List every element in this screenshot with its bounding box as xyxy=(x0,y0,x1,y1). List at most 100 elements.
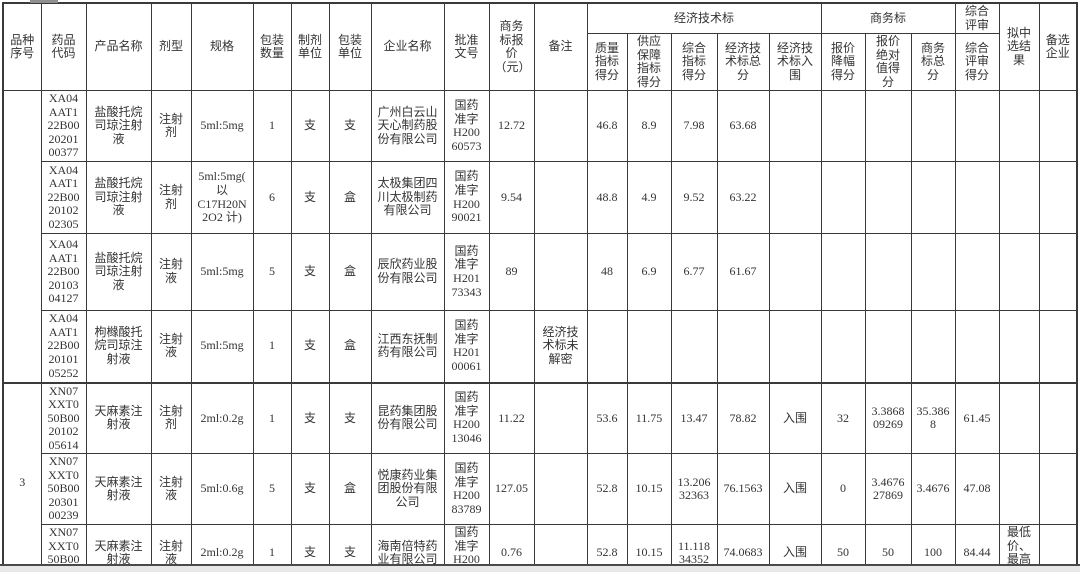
cell-drug-code: XN07 XXT0 50B00 20301 00239 xyxy=(40,453,87,525)
cell-backup-company xyxy=(1038,453,1078,525)
cell-pack-qty: 6 xyxy=(252,161,292,235)
cell-company: 广州白云山天心制药股份有限公司 xyxy=(370,90,445,163)
cell-drug-code: XA04 AAT1 22B00 20201 00377 xyxy=(40,90,87,163)
cell-pack-unit: 盒 xyxy=(328,310,372,384)
cell-pack-unit: 支 xyxy=(328,381,372,455)
cell-quality-score: 52.8 xyxy=(586,453,628,525)
header-composite-score: 综合指标得分 xyxy=(670,33,718,92)
cell-quality-score: 46.8 xyxy=(586,90,628,163)
cell-pack-qty: 5 xyxy=(252,453,292,525)
cell-supply-score: 8.9 xyxy=(626,90,672,163)
cell-econ-tech-total: 63.22 xyxy=(716,161,770,235)
cell-backup-company xyxy=(1038,233,1078,312)
cell-prep-unit: 支 xyxy=(290,90,330,163)
table-row: XN07 XXT0 50B00 20301 00239 天麻素注射液 注射液 5… xyxy=(3,453,1078,525)
cell-spec: 5ml:0.6g xyxy=(190,453,254,525)
header-review-score: 综合评审得分 xyxy=(954,33,1000,92)
header-group-business: 商务标 xyxy=(820,2,956,35)
header-prep-unit: 制剂单位 xyxy=(290,2,330,92)
header-econ-tech-shortlisted: 经济技术标入围 xyxy=(768,33,822,92)
cell-econ-tech-shortlisted xyxy=(768,90,822,163)
cell-price-drop-score xyxy=(820,90,866,163)
cell-approval-no: 国药 准字 H200 59810 xyxy=(443,523,490,572)
cell-drug-code: XN07 XXT0 50B00 20102 05614 xyxy=(40,381,87,455)
cell-review-score: 61.45 xyxy=(954,381,1000,455)
cell-approval-no: 国药 准字 H200 13046 xyxy=(443,381,490,455)
cell-price-drop-score: 32 xyxy=(820,381,866,455)
cell-supply-score: 11.75 xyxy=(626,381,672,455)
cell-pack-unit: 盒 xyxy=(328,453,372,525)
cell-quality-score: 52.8 xyxy=(586,523,628,572)
cell-proposed-result xyxy=(998,233,1040,312)
header-proposed-result: 拟中选结果 xyxy=(998,2,1040,92)
cell-price-drop-score xyxy=(820,233,866,312)
header-quality-score: 质量指标得分 xyxy=(586,33,628,92)
horizontal-scrollbar[interactable] xyxy=(0,564,1080,572)
cell-company: 太极集团四川太极制药有限公司 xyxy=(370,161,445,235)
cell-approval-no: 国药 准字 H201 00061 xyxy=(443,310,490,384)
cell-pack-qty: 1 xyxy=(252,310,292,384)
cell-business-total: 35.3868 xyxy=(910,381,956,455)
header-sub-row: 质量指标得分 供应保障指标得分 综合指标得分 经济技术标总分 经济技术标入围 报… xyxy=(3,33,1077,92)
header-spec: 规格 xyxy=(190,2,254,92)
cell-proposed-result: 最低价、最高分 xyxy=(998,523,1040,572)
header-backup-company: 备选企业 xyxy=(1038,2,1078,92)
cell-pack-qty: 1 xyxy=(252,523,292,572)
cell-remark xyxy=(533,453,588,525)
header-company: 企业名称 xyxy=(370,2,445,92)
cell-composite-score xyxy=(670,310,718,384)
cell-bid-price: 127.05 xyxy=(488,453,535,525)
cell-quality-score xyxy=(586,310,628,384)
cell-company: 江西东抚制药有限公司 xyxy=(370,310,445,384)
cell-backup-company xyxy=(1038,523,1078,572)
cell-prep-unit: 支 xyxy=(290,523,330,572)
cell-spec: 5ml:5mg xyxy=(190,310,254,384)
cell-drug-code: XA04 AAT1 22B00 20103 04127 xyxy=(40,233,87,312)
scroll-position-marker xyxy=(30,0,58,3)
header-group-review: 综合评审 xyxy=(954,2,1000,35)
cell-price-abs-score xyxy=(864,233,912,312)
cell-approval-no: 国药 准字 H200 90021 xyxy=(443,161,490,235)
cell-quality-score: 53.6 xyxy=(586,381,628,455)
cell-product-name: 盐酸托烷司琼注射液 xyxy=(85,233,152,312)
cell-backup-company xyxy=(1038,381,1078,455)
cell-prep-unit: 支 xyxy=(290,453,330,525)
cell-review-score xyxy=(954,310,1000,384)
cell-price-drop-score: 0 xyxy=(820,453,866,525)
cell-variety-seq: 3 xyxy=(2,381,42,572)
cell-econ-tech-shortlisted: 入围 xyxy=(768,453,822,525)
cell-supply-score: 10.15 xyxy=(626,453,672,525)
cell-product-name: 天麻素注射液 xyxy=(85,523,152,572)
cell-quality-score: 48 xyxy=(586,233,628,312)
cell-spec: 5ml:5mg xyxy=(190,233,254,312)
header-approval-no: 批准文号 xyxy=(443,2,490,92)
cell-bid-price: 9.54 xyxy=(488,161,535,235)
cell-econ-tech-shortlisted xyxy=(768,161,822,235)
cell-bid-price: 0.76 xyxy=(488,523,535,572)
cell-business-total xyxy=(910,310,956,384)
cell-proposed-result xyxy=(998,310,1040,384)
header-dosage-form: 剂型 xyxy=(150,2,192,92)
cell-product-name: 天麻素注射液 xyxy=(85,381,152,455)
cell-pack-qty: 5 xyxy=(252,233,292,312)
cell-pack-qty: 1 xyxy=(252,90,292,163)
cell-dosage-form: 注射液 xyxy=(150,453,192,525)
cell-proposed-result xyxy=(998,381,1040,455)
cell-company: 辰欣药业股份有限公司 xyxy=(370,233,445,312)
cell-price-abs-score xyxy=(864,161,912,235)
cell-bid-price: 89 xyxy=(488,233,535,312)
cell-pack-unit: 盒 xyxy=(328,233,372,312)
cell-dosage-form: 注射液 xyxy=(150,310,192,384)
cell-business-total xyxy=(910,161,956,235)
cell-company: 海南倍特药业有限公司 xyxy=(370,523,445,572)
cell-remark xyxy=(533,523,588,572)
cell-product-name: 天麻素注射液 xyxy=(85,453,152,525)
cell-backup-company xyxy=(1038,161,1078,235)
cell-remark xyxy=(533,233,588,312)
cell-drug-code: XA04 AAT1 22B00 20102 02305 xyxy=(40,161,87,235)
cell-dosage-form: 注射剂 xyxy=(150,90,192,163)
cell-backup-company xyxy=(1038,90,1078,163)
cell-prep-unit: 支 xyxy=(290,310,330,384)
cell-composite-score: 9.52 xyxy=(670,161,718,235)
